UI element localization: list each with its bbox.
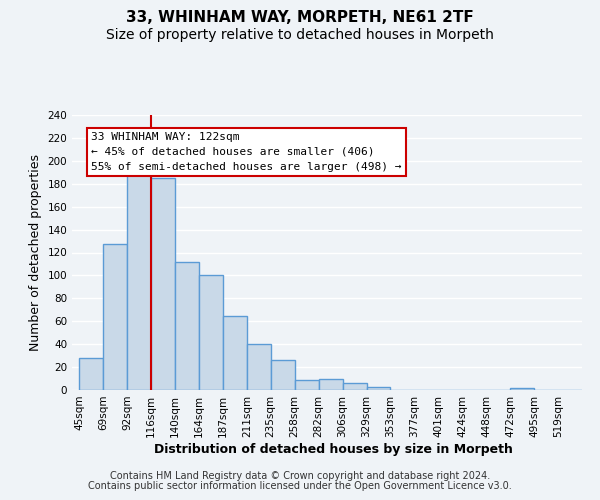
- Text: 33, WHINHAM WAY, MORPETH, NE61 2TF: 33, WHINHAM WAY, MORPETH, NE61 2TF: [126, 10, 474, 25]
- Bar: [367, 386, 391, 390]
- Text: Distribution of detached houses by size in Morpeth: Distribution of detached houses by size …: [154, 442, 512, 456]
- Bar: [319, 378, 343, 390]
- Bar: [151, 178, 175, 390]
- Bar: [247, 344, 271, 390]
- Bar: [103, 244, 127, 390]
- Y-axis label: Number of detached properties: Number of detached properties: [29, 154, 42, 351]
- Bar: [79, 358, 103, 390]
- Text: Size of property relative to detached houses in Morpeth: Size of property relative to detached ho…: [106, 28, 494, 42]
- Text: Contains public sector information licensed under the Open Government Licence v3: Contains public sector information licen…: [88, 481, 512, 491]
- Bar: [199, 276, 223, 390]
- Text: Contains HM Land Registry data © Crown copyright and database right 2024.: Contains HM Land Registry data © Crown c…: [110, 471, 490, 481]
- Bar: [127, 166, 151, 390]
- Bar: [175, 262, 199, 390]
- Bar: [510, 388, 534, 390]
- Bar: [295, 380, 319, 390]
- Bar: [271, 360, 295, 390]
- Text: 33 WHINHAM WAY: 122sqm
← 45% of detached houses are smaller (406)
55% of semi-de: 33 WHINHAM WAY: 122sqm ← 45% of detached…: [91, 132, 401, 172]
- Bar: [223, 316, 247, 390]
- Bar: [343, 383, 367, 390]
